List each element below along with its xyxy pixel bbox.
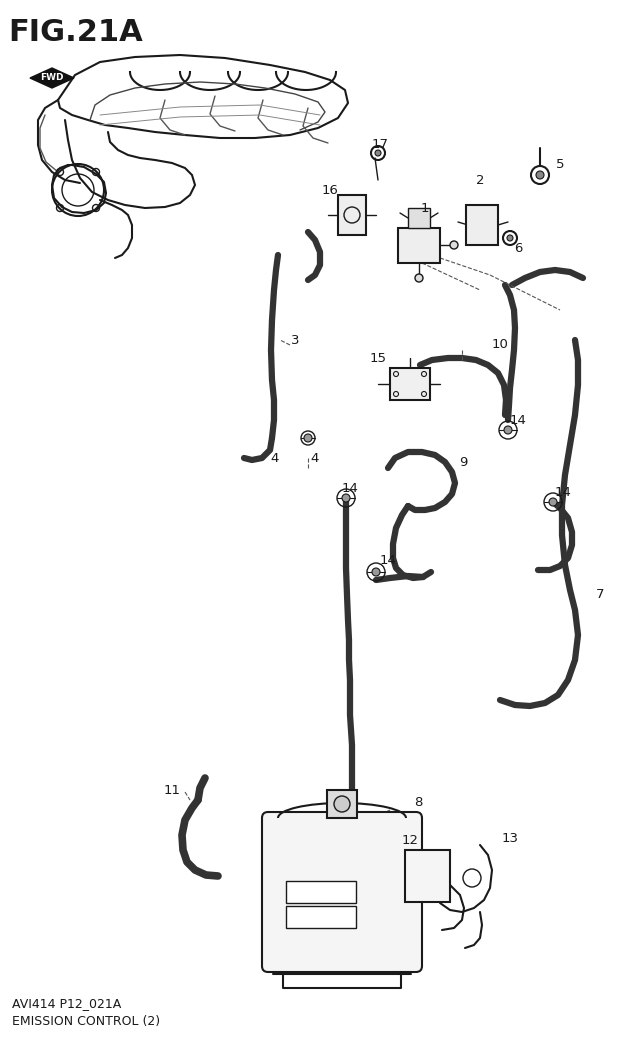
Text: 7: 7 bbox=[596, 588, 604, 602]
Bar bbox=[338, 195, 366, 235]
Text: 9: 9 bbox=[459, 457, 467, 469]
Text: 4: 4 bbox=[311, 452, 319, 464]
Text: 14: 14 bbox=[510, 414, 526, 426]
FancyBboxPatch shape bbox=[262, 812, 422, 972]
Circle shape bbox=[507, 235, 513, 242]
Text: 8: 8 bbox=[414, 796, 422, 808]
Text: 4: 4 bbox=[271, 452, 279, 464]
Circle shape bbox=[415, 274, 423, 282]
Circle shape bbox=[450, 242, 458, 249]
Bar bbox=[286, 881, 356, 903]
Circle shape bbox=[334, 796, 350, 812]
Text: 15: 15 bbox=[369, 352, 386, 364]
Text: FWD: FWD bbox=[40, 74, 64, 83]
Text: FIG.21A: FIG.21A bbox=[8, 18, 143, 47]
Bar bbox=[398, 228, 440, 262]
Text: 11: 11 bbox=[163, 783, 180, 797]
Bar bbox=[390, 368, 430, 400]
Text: 6: 6 bbox=[514, 242, 522, 254]
Text: EMISSION CONTROL (2): EMISSION CONTROL (2) bbox=[12, 1015, 160, 1028]
Text: 5: 5 bbox=[556, 159, 564, 171]
Circle shape bbox=[504, 426, 512, 434]
Text: 1: 1 bbox=[421, 202, 429, 214]
Circle shape bbox=[372, 568, 380, 576]
Bar bbox=[408, 208, 430, 228]
Circle shape bbox=[304, 434, 312, 442]
Bar bbox=[286, 906, 356, 928]
Text: 17: 17 bbox=[371, 139, 389, 151]
Text: 13: 13 bbox=[501, 832, 518, 844]
Circle shape bbox=[375, 150, 381, 156]
Bar bbox=[327, 790, 357, 818]
Circle shape bbox=[342, 494, 350, 502]
Circle shape bbox=[549, 498, 557, 506]
Text: 14: 14 bbox=[555, 485, 572, 499]
Text: 3: 3 bbox=[290, 334, 299, 346]
Text: 10: 10 bbox=[491, 338, 508, 352]
Bar bbox=[405, 850, 450, 902]
Text: 12: 12 bbox=[401, 834, 419, 846]
Bar bbox=[466, 205, 498, 245]
Text: 16: 16 bbox=[322, 184, 339, 196]
Text: AVI414 P12_021A: AVI414 P12_021A bbox=[12, 998, 121, 1010]
Circle shape bbox=[536, 171, 544, 178]
Text: 2: 2 bbox=[476, 173, 485, 187]
Polygon shape bbox=[30, 68, 74, 88]
Text: 14: 14 bbox=[342, 482, 359, 495]
Text: 14: 14 bbox=[379, 553, 396, 567]
